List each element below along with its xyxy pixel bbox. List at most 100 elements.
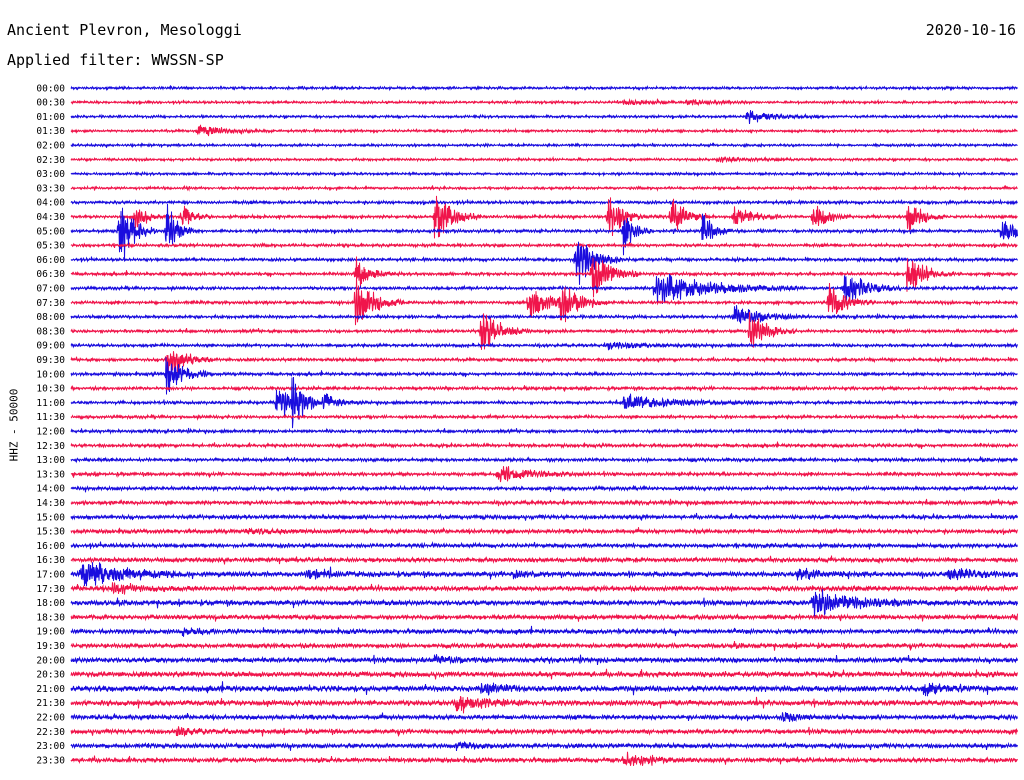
trace-row-2000 — [70, 654, 1018, 665]
trace-row-2100 — [70, 681, 1018, 697]
time-tick-0730: 07:30 — [36, 298, 65, 309]
time-tick-2200: 22:00 — [36, 713, 65, 724]
trace-row-1030 — [70, 384, 1018, 392]
time-tick-1400: 14:00 — [36, 484, 65, 495]
trace-row-1430 — [70, 498, 1018, 507]
filter-label: Applied filter: WWSSN-SP — [7, 51, 224, 69]
time-tick-1300: 13:00 — [36, 455, 65, 466]
trace-row-1200 — [70, 427, 1018, 435]
time-tick-1330: 13:30 — [36, 469, 65, 480]
trace-row-0700 — [70, 273, 1018, 305]
trace-row-0730 — [70, 276, 1018, 326]
trace-row-2230 — [70, 726, 1018, 737]
time-tick-2030: 20:30 — [36, 670, 65, 681]
time-tick-0030: 00:30 — [36, 98, 65, 109]
trace-row-0000 — [70, 84, 1018, 92]
time-tick-1030: 10:30 — [36, 384, 65, 395]
station-title: Ancient Plevron, Mesologgi — [7, 21, 242, 39]
time-tick-0500: 05:00 — [36, 226, 65, 237]
time-tick-0900: 09:00 — [36, 341, 65, 352]
time-tick-1800: 18:00 — [36, 598, 65, 609]
trace-row-0130 — [70, 124, 1018, 137]
trace-row-0030 — [70, 98, 1018, 107]
time-tick-0230: 02:30 — [36, 155, 65, 166]
time-tick-1830: 18:30 — [36, 612, 65, 623]
trace-row-0530 — [70, 241, 1018, 249]
time-tick-0400: 04:00 — [36, 198, 65, 209]
time-tick-1730: 17:30 — [36, 584, 65, 595]
time-tick-1200: 12:00 — [36, 427, 65, 438]
time-tick-labels: 00:00 00:30 01:00 01:30 02:00 02:30 03:00 03:30… — [36, 83, 65, 766]
trace-row-1400 — [70, 484, 1018, 493]
time-tick-0100: 01:00 — [36, 112, 65, 123]
trace-row-0600 — [70, 241, 1018, 285]
time-tick-0430: 04:30 — [36, 212, 65, 223]
time-tick-1430: 14:30 — [36, 498, 65, 509]
trace-row-0100 — [70, 110, 1018, 125]
time-tick-0930: 09:30 — [36, 355, 65, 366]
trace-row-1930 — [70, 641, 1018, 651]
trace-row-0900 — [70, 341, 1018, 351]
time-tick-1500: 15:00 — [36, 512, 65, 523]
time-tick-0600: 06:00 — [36, 255, 65, 266]
trace-row-1530 — [70, 527, 1018, 536]
time-tick-1930: 19:30 — [36, 641, 65, 652]
trace-row-0230 — [70, 155, 1018, 164]
time-tick-0200: 02:00 — [36, 141, 65, 152]
trace-row-0430 — [70, 195, 1018, 239]
trace-row-2130 — [70, 696, 1018, 714]
trace-row-2300 — [70, 740, 1018, 752]
time-tick-2230: 22:30 — [36, 727, 65, 738]
time-tick-0000: 00:00 — [36, 83, 65, 94]
time-tick-2130: 21:30 — [36, 698, 65, 709]
time-tick-1230: 12:30 — [36, 441, 65, 452]
time-tick-0800: 08:00 — [36, 312, 65, 323]
time-tick-2100: 21:00 — [36, 684, 65, 695]
time-tick-2000: 20:00 — [36, 655, 65, 666]
trace-row-1500 — [70, 512, 1018, 521]
trace-row-1230 — [70, 441, 1018, 450]
trace-row-0330 — [70, 184, 1018, 192]
time-tick-0630: 06:30 — [36, 269, 65, 280]
time-tick-1630: 16:30 — [36, 555, 65, 566]
time-tick-0830: 08:30 — [36, 326, 65, 337]
trace-row-0930 — [70, 351, 1018, 375]
trace-row-2330 — [70, 751, 1018, 766]
trace-row-2200 — [70, 712, 1018, 723]
trace-row-1330 — [70, 466, 1018, 483]
time-tick-1530: 15:30 — [36, 527, 65, 538]
trace-row-1800 — [70, 589, 1018, 617]
trace-row-1300 — [70, 456, 1018, 464]
time-tick-1700: 17:00 — [36, 570, 65, 581]
record-date: 2020-10-16 — [925, 21, 1016, 39]
time-tick-0130: 01:30 — [36, 126, 65, 137]
time-tick-0530: 05:30 — [36, 241, 65, 252]
trace-row-0830 — [70, 311, 1018, 350]
time-tick-0300: 03:00 — [36, 169, 65, 180]
trace-row-0200 — [70, 141, 1018, 149]
trace-row-1130 — [70, 413, 1018, 421]
time-tick-0700: 07:00 — [36, 284, 65, 295]
trace-row-1630 — [70, 555, 1018, 565]
trace-row-1730 — [70, 582, 1018, 595]
time-tick-1130: 11:30 — [36, 412, 65, 423]
trace-row-0800 — [70, 305, 1018, 324]
trace-row-2030 — [70, 668, 1018, 680]
seismic-traces — [70, 84, 1018, 766]
trace-row-1700 — [70, 562, 1018, 587]
trace-row-0300 — [70, 170, 1018, 178]
trace-row-1830 — [70, 612, 1018, 622]
time-tick-1000: 10:00 — [36, 369, 65, 380]
time-tick-1900: 19:00 — [36, 627, 65, 638]
trace-row-1000 — [70, 357, 1018, 395]
trace-row-0630 — [70, 256, 1018, 298]
trace-row-0500 — [70, 203, 1018, 261]
time-tick-1600: 16:00 — [36, 541, 65, 552]
trace-row-1900 — [70, 625, 1018, 637]
trace-row-1100 — [70, 376, 1018, 429]
time-tick-0330: 03:30 — [36, 183, 65, 194]
trace-row-1600 — [70, 540, 1018, 550]
trace-row-0400 — [70, 198, 1018, 206]
time-tick-2300: 23:00 — [36, 741, 65, 752]
